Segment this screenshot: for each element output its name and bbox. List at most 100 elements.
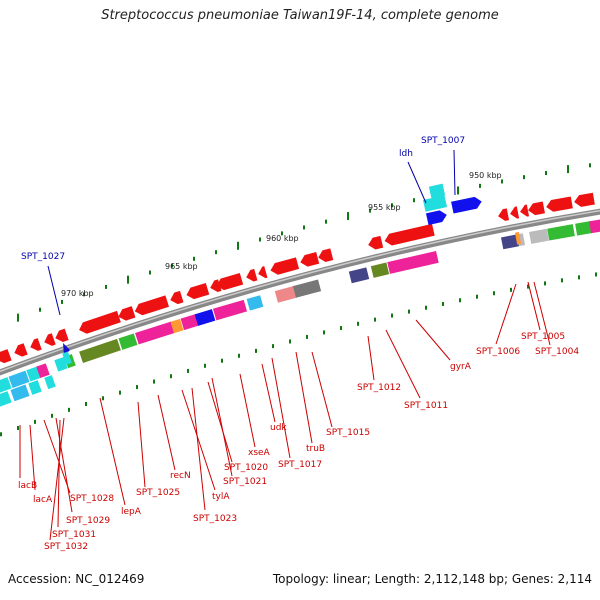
gene-upper-4[interactable] bbox=[53, 328, 69, 344]
gene-lower-4[interactable] bbox=[54, 356, 68, 372]
label-spt-1031[interactable]: SPT_1031 bbox=[52, 530, 96, 540]
label-lacb[interactable]: lacB bbox=[18, 481, 37, 491]
leader-red-5 bbox=[49, 417, 65, 541]
label-spt-1015[interactable]: SPT_1015 bbox=[326, 428, 370, 438]
gene-upper-5[interactable] bbox=[77, 310, 121, 336]
gene-lower-15[interactable] bbox=[292, 279, 322, 298]
gene-lower-0[interactable] bbox=[0, 377, 12, 394]
label-recn[interactable]: recN bbox=[170, 471, 191, 481]
gene-marker-orange[interactable] bbox=[514, 232, 522, 245]
gene-upper-0[interactable] bbox=[0, 349, 12, 365]
gene-lower-21[interactable] bbox=[529, 228, 549, 244]
gene-lower2-1[interactable] bbox=[10, 384, 30, 402]
gene-lower-8[interactable] bbox=[135, 321, 175, 345]
gene-lower2-2[interactable] bbox=[28, 380, 42, 395]
gene-upper-6[interactable] bbox=[117, 306, 136, 322]
label-spt-1006[interactable]: SPT_1006 bbox=[476, 347, 520, 357]
leader-red-8 bbox=[157, 394, 176, 471]
label-spt-1011[interactable]: SPT_1011 bbox=[404, 401, 448, 411]
label-spt-1012[interactable]: SPT_1012 bbox=[357, 383, 401, 393]
label-laca[interactable]: lacA bbox=[33, 495, 53, 505]
label-spt-1032[interactable]: SPT_1032 bbox=[44, 542, 88, 552]
gene-upper-12[interactable] bbox=[245, 268, 258, 283]
gene-lower-22[interactable] bbox=[547, 224, 575, 241]
gene-lower-3[interactable] bbox=[36, 363, 50, 378]
gene-lower-9[interactable] bbox=[170, 318, 184, 334]
gene-upper-7[interactable] bbox=[133, 295, 170, 317]
gene-lower-11[interactable] bbox=[194, 309, 216, 326]
gene-upper-17[interactable] bbox=[367, 235, 384, 251]
gene-upper-13[interactable] bbox=[257, 266, 268, 280]
leader-red-23 bbox=[533, 281, 551, 346]
label-spt-1027[interactable]: SPT_1027 bbox=[21, 252, 65, 262]
label-spt-1005[interactable]: SPT_1005 bbox=[521, 332, 565, 342]
gene-lower-1[interactable] bbox=[8, 370, 30, 389]
leader-red-11 bbox=[207, 381, 233, 463]
gene-upper-9[interactable] bbox=[185, 282, 210, 301]
leader-red-19 bbox=[385, 329, 421, 399]
gene-upper-8[interactable] bbox=[168, 290, 184, 306]
gene-upper-14[interactable] bbox=[269, 257, 300, 276]
label-spt-1004[interactable]: SPT_1004 bbox=[535, 347, 579, 357]
label-spt-1007[interactable]: SPT_1007 bbox=[421, 136, 465, 146]
leader-spt-1007 bbox=[453, 149, 456, 196]
leader-ldh bbox=[407, 161, 427, 204]
gene-lower-14[interactable] bbox=[274, 285, 298, 303]
topology-text: Topology: linear; Length: 2,112,148 bp; … bbox=[272, 572, 592, 586]
gene-upper-21[interactable] bbox=[519, 204, 530, 217]
gene-upper-3[interactable] bbox=[42, 333, 56, 348]
scale-label-955: 955 kbp bbox=[368, 203, 401, 212]
gene-cyan-small[interactable] bbox=[428, 183, 446, 199]
gene-lower-10[interactable] bbox=[180, 313, 200, 331]
label-spt-1017[interactable]: SPT_1017 bbox=[278, 460, 322, 470]
label-lepa[interactable]: lepA bbox=[121, 507, 142, 517]
gene-lower-13[interactable] bbox=[246, 295, 264, 311]
label-ldh[interactable]: ldh bbox=[399, 149, 413, 159]
gene-lower-17[interactable] bbox=[370, 262, 390, 278]
gene-lower-6[interactable] bbox=[79, 338, 121, 363]
gene-upper-16[interactable] bbox=[317, 248, 334, 263]
label-spt-1021[interactable]: SPT_1021 bbox=[223, 477, 267, 487]
gene-lower2-0[interactable] bbox=[0, 391, 12, 408]
gene-lower2-3[interactable] bbox=[44, 375, 56, 390]
gene-upper-11[interactable] bbox=[215, 272, 244, 292]
leader-red-21 bbox=[495, 283, 517, 345]
gene-lower-18[interactable] bbox=[387, 251, 439, 274]
gene-lower-24[interactable] bbox=[589, 219, 600, 234]
gene-lower-7[interactable] bbox=[118, 333, 138, 350]
gene-lower-23[interactable] bbox=[575, 221, 593, 236]
gene-upper-23[interactable] bbox=[545, 196, 573, 212]
gene-lower-12[interactable] bbox=[212, 299, 248, 321]
label-udk[interactable]: udk bbox=[270, 423, 287, 433]
label-trub[interactable]: truB bbox=[306, 444, 325, 454]
label-spt-1023[interactable]: SPT_1023 bbox=[193, 514, 237, 524]
scale-label-970: 970 kbp bbox=[61, 289, 94, 298]
label-tyla[interactable]: tylA bbox=[212, 492, 230, 502]
gene-upper-22[interactable] bbox=[527, 201, 545, 217]
gene-upper-19[interactable] bbox=[497, 208, 510, 222]
leader-red-18 bbox=[367, 335, 375, 381]
label-spt-1029[interactable]: SPT_1029 bbox=[66, 516, 110, 526]
gene-marker-cyan[interactable] bbox=[62, 351, 72, 365]
gene-features bbox=[0, 183, 600, 408]
gene-upper-18[interactable] bbox=[383, 223, 435, 247]
scale-ticks bbox=[0, 163, 597, 437]
label-leader-lines bbox=[19, 149, 551, 541]
label-spt-1028[interactable]: SPT_1028 bbox=[70, 494, 114, 504]
leader-red-7 bbox=[137, 401, 146, 488]
gene-spt-1007-b[interactable] bbox=[451, 196, 483, 214]
gene-upper-1[interactable] bbox=[12, 343, 28, 358]
label-spt-1020[interactable]: SPT_1020 bbox=[224, 463, 268, 473]
label-spt-1025[interactable]: SPT_1025 bbox=[136, 488, 180, 498]
gene-ldh[interactable] bbox=[422, 195, 448, 212]
gene-upper-20[interactable] bbox=[509, 206, 520, 219]
label-xsea[interactable]: xseA bbox=[248, 448, 271, 458]
gene-spt-1007-a[interactable] bbox=[425, 209, 448, 226]
gene-upper-24[interactable] bbox=[573, 192, 595, 208]
label-gyra[interactable]: gyrA bbox=[450, 362, 472, 372]
gene-upper-2[interactable] bbox=[28, 338, 42, 353]
gene-lower-16[interactable] bbox=[348, 267, 370, 284]
gene-lower-19[interactable] bbox=[500, 234, 520, 250]
gene-upper-15[interactable] bbox=[299, 252, 320, 268]
